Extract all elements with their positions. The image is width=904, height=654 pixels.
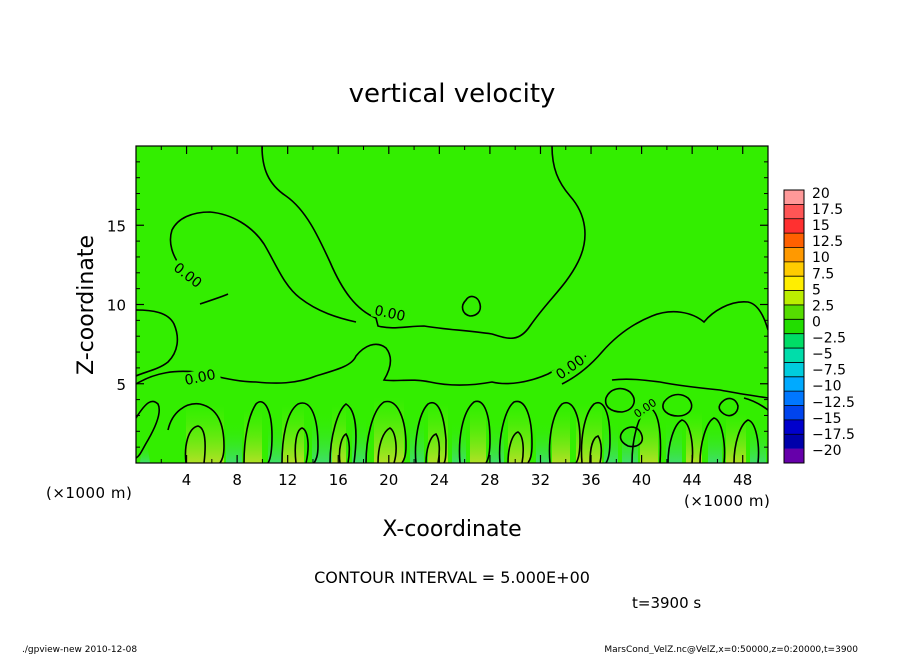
x-tick-label: 20 [379, 471, 398, 489]
colorbar-swatch [784, 290, 804, 306]
colorbar-swatch [784, 247, 804, 263]
x-tick-label: 32 [531, 471, 550, 489]
x-axis-unit: (×1000 m) [684, 492, 770, 510]
y-axis: 5 10 15 [107, 161, 768, 448]
colorbar-swatch [784, 419, 804, 435]
colorbar-swatch [784, 233, 804, 248]
colorbar-swatch [784, 348, 804, 363]
x-tick-label: 8 [232, 471, 242, 489]
colorbar-swatch [784, 434, 804, 449]
colorbar-swatch [784, 405, 804, 421]
colorbar-swatch [784, 304, 804, 320]
x-tick-label: 12 [278, 471, 297, 489]
chart-title: vertical velocity [349, 79, 556, 109]
x-axis: 4 8 12 16 20 24 28 32 36 40 44 48 [160, 146, 752, 489]
colorbar-label: 12.5 [812, 234, 843, 250]
x-tick-label: 48 [733, 471, 752, 489]
x-tick-label: 44 [683, 471, 702, 489]
colorbar-label: 2.5 [812, 298, 834, 314]
colorbar-frame [783, 189, 805, 464]
colorbar-swatch [784, 391, 804, 406]
contour-lines [136, 146, 768, 463]
x-tick-label: 28 [480, 471, 499, 489]
colorbar-swatch [784, 319, 804, 334]
colorbar-label: −12.5 [812, 395, 855, 411]
x-axis-label: X-coordinate [382, 517, 521, 542]
colorbar-swatch [784, 362, 804, 378]
colorbar-label: 10 [812, 250, 830, 266]
colorbar-label: −15 [812, 411, 842, 427]
time-label: t=3900 s [632, 594, 701, 612]
colorbar-label: 20 [812, 186, 830, 202]
colorbar-label: −5 [812, 347, 833, 363]
y-axis-label: Z-coordinate [74, 235, 99, 375]
colorbar: 2017.51512.5107.552.50−2.5−5−7.5−10−12.5… [783, 186, 855, 464]
colorbar-label: −20 [812, 443, 842, 459]
colorbar-label: −7.5 [812, 363, 846, 379]
colorbar-label: −17.5 [812, 427, 855, 443]
x-tick-label: 40 [632, 471, 651, 489]
colorbar-swatch [784, 376, 804, 392]
colorbar-swatch [784, 261, 804, 277]
y-tick-label: 10 [107, 297, 126, 315]
colorbar-swatch [784, 204, 804, 220]
contour-label-group: 0.00 0.00 0.00 0.00 0.00 [169, 258, 660, 421]
contour-label: 0.00 [183, 367, 217, 389]
x-tick-label: 16 [329, 471, 348, 489]
colorbar-swatch [784, 218, 804, 234]
colorbar-label: 15 [812, 218, 830, 234]
source-label: MarsCond_VelZ.nc@VelZ,x=0:50000,z=0:2000… [604, 645, 858, 654]
y-tick-label: 15 [107, 217, 126, 235]
colorbar-swatch [784, 333, 804, 349]
program-label: ./gpview-new 2010-12-08 [22, 645, 137, 654]
colorbar-label: 17.5 [812, 202, 843, 218]
colorbar-swatch [784, 276, 804, 291]
plot-area [136, 146, 768, 463]
y-tick-label: 5 [116, 376, 126, 394]
colorbar-label: 0 [812, 314, 821, 330]
contour-interval-text: CONTOUR INTERVAL = 5.000E+00 [314, 568, 590, 587]
colorbar-label: 7.5 [812, 266, 834, 282]
x-tick-label: 36 [581, 471, 600, 489]
x-tick-label: 24 [430, 471, 449, 489]
colorbar-label: −2.5 [812, 331, 846, 347]
colorbar-label: 5 [812, 282, 821, 298]
x-tick-label: 4 [182, 471, 192, 489]
contour-label: 0.00 [373, 303, 407, 325]
colorbar-label: −10 [812, 379, 842, 395]
colorbar-swatch [784, 448, 804, 464]
colorbar-swatch [784, 190, 804, 205]
y-axis-unit: (×1000 m) [46, 484, 132, 502]
